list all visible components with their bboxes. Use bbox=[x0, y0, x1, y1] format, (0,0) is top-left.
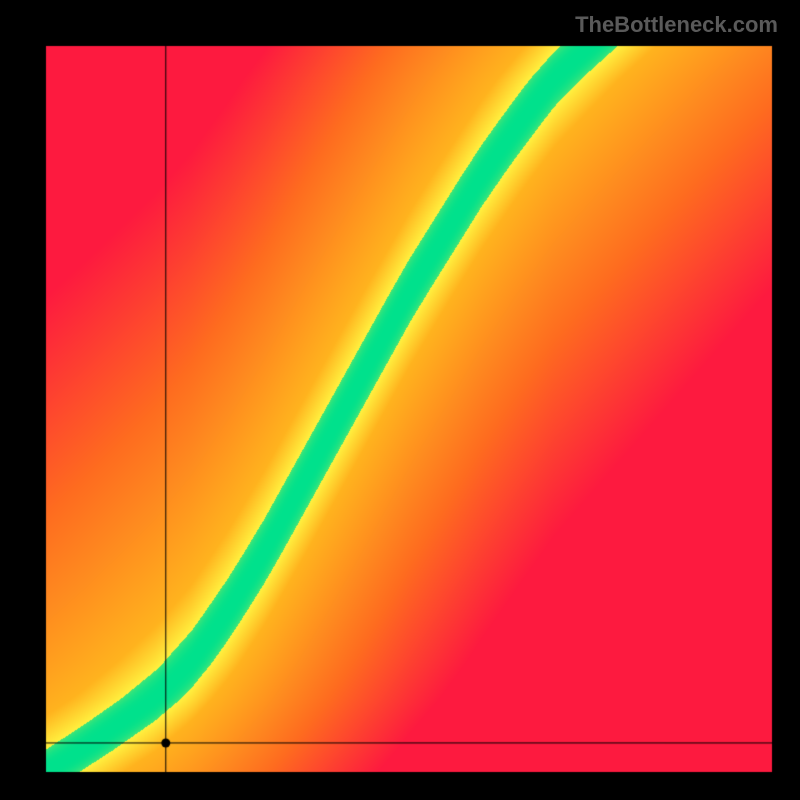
watermark-text: TheBottleneck.com bbox=[575, 12, 778, 38]
heatmap-canvas bbox=[0, 0, 800, 800]
chart-container: TheBottleneck.com bbox=[0, 0, 800, 800]
